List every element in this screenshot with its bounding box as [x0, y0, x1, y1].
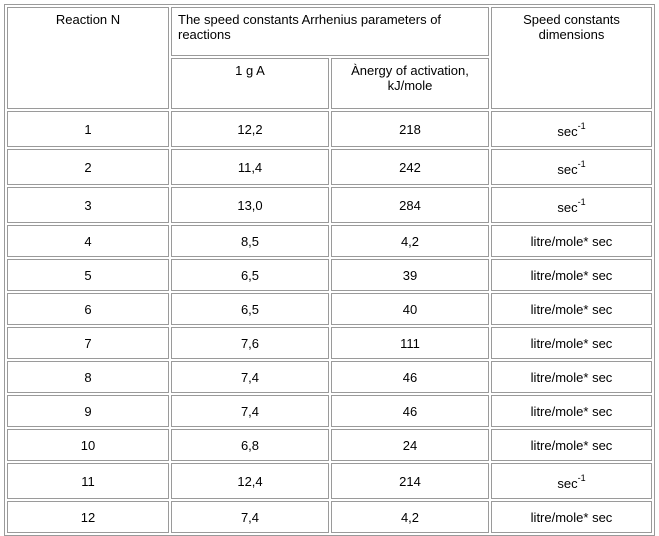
table-row: 7 7,6 111 litre/mole* sec: [7, 327, 652, 359]
lg-a-cell: 7,4: [171, 395, 329, 427]
reaction-number-cell: 2: [7, 149, 169, 185]
table-body: 1 12,2 218 sec-1 2 11,4 242 sec-1 3 13,0 284 sec-1 4…: [7, 111, 652, 533]
unit-exponent: -1: [577, 159, 586, 170]
lg-a-cell: 7,6: [171, 327, 329, 359]
unit-text: litre/mole* sec: [530, 369, 613, 385]
reaction-number-cell: 5: [7, 259, 169, 291]
lg-a-cell: 6,8: [171, 429, 329, 461]
table-row: 2 11,4 242 sec-1: [7, 149, 652, 185]
unit-text: sec: [557, 123, 578, 139]
speed-constant-unit-cell: litre/mole* sec: [491, 225, 652, 257]
unit-text: litre/mole* sec: [530, 335, 613, 351]
activation-energy-cell: 4,2: [331, 501, 489, 533]
header-speed-constant-dimensions: Speed constants dimensions: [491, 7, 652, 109]
table-row: 10 6,8 24 litre/mole* sec: [7, 429, 652, 461]
activation-energy-cell: 24: [331, 429, 489, 461]
unit-text: litre/mole* sec: [530, 509, 613, 525]
unit-exponent: -1: [577, 197, 586, 208]
unit-text: litre/mole* sec: [530, 267, 613, 283]
speed-constant-unit-cell: sec-1: [491, 111, 652, 147]
lg-a-cell: 7,4: [171, 361, 329, 393]
reaction-number-cell: 7: [7, 327, 169, 359]
header-lg-a: 1 g A: [171, 58, 329, 109]
header-activation-energy: Ànergy of activation, kJ/mole: [331, 58, 489, 109]
activation-energy-cell: 46: [331, 361, 489, 393]
lg-a-cell: 12,2: [171, 111, 329, 147]
reaction-number-cell: 4: [7, 225, 169, 257]
activation-energy-cell: 40: [331, 293, 489, 325]
speed-constant-unit-cell: litre/mole* sec: [491, 259, 652, 291]
reaction-number-cell: 10: [7, 429, 169, 461]
speed-constant-unit-cell: litre/mole* sec: [491, 395, 652, 427]
unit-text: sec: [557, 199, 578, 215]
speed-constant-unit-cell: litre/mole* sec: [491, 429, 652, 461]
activation-energy-cell: 46: [331, 395, 489, 427]
activation-energy-cell: 39: [331, 259, 489, 291]
unit-text: sec: [557, 161, 578, 177]
speed-constant-unit-cell: sec-1: [491, 149, 652, 185]
reaction-number-cell: 12: [7, 501, 169, 533]
activation-energy-cell: 111: [331, 327, 489, 359]
lg-a-cell: 8,5: [171, 225, 329, 257]
speed-constant-unit-cell: litre/mole* sec: [491, 327, 652, 359]
table-row: 5 6,5 39 litre/mole* sec: [7, 259, 652, 291]
lg-a-cell: 12,4: [171, 463, 329, 499]
header-arrhenius-parameters: The speed constants Arrhenius parameters…: [171, 7, 489, 56]
activation-energy-cell: 214: [331, 463, 489, 499]
table-row: 8 7,4 46 litre/mole* sec: [7, 361, 652, 393]
unit-text: sec: [557, 475, 578, 491]
header-reaction-number: Reaction N: [7, 7, 169, 109]
unit-text: litre/mole* sec: [530, 437, 613, 453]
speed-constant-unit-cell: sec-1: [491, 463, 652, 499]
lg-a-cell: 7,4: [171, 501, 329, 533]
table-row: 11 12,4 214 sec-1: [7, 463, 652, 499]
unit-exponent: -1: [577, 121, 586, 132]
lg-a-cell: 6,5: [171, 259, 329, 291]
table-row: 12 7,4 4,2 litre/mole* sec: [7, 501, 652, 533]
table-row: 4 8,5 4,2 litre/mole* sec: [7, 225, 652, 257]
table-row: 9 7,4 46 litre/mole* sec: [7, 395, 652, 427]
speed-constant-unit-cell: litre/mole* sec: [491, 501, 652, 533]
table-row: 3 13,0 284 sec-1: [7, 187, 652, 223]
unit-text: litre/mole* sec: [530, 403, 613, 419]
table-header-row: Reaction N The speed constants Arrhenius…: [7, 7, 652, 109]
speed-constant-unit-cell: sec-1: [491, 187, 652, 223]
activation-energy-cell: 218: [331, 111, 489, 147]
lg-a-cell: 11,4: [171, 149, 329, 185]
table-subheader-row: 1 g A Ànergy of activation, kJ/mole: [7, 58, 652, 109]
lg-a-cell: 13,0: [171, 187, 329, 223]
unit-text: litre/mole* sec: [530, 301, 613, 317]
unit-exponent: -1: [577, 473, 586, 484]
reaction-number-cell: 9: [7, 395, 169, 427]
table-row: 1 12,2 218 sec-1: [7, 111, 652, 147]
reaction-number-cell: 6: [7, 293, 169, 325]
table-row: 6 6,5 40 litre/mole* sec: [7, 293, 652, 325]
unit-text: litre/mole* sec: [530, 233, 613, 249]
speed-constant-unit-cell: litre/mole* sec: [491, 293, 652, 325]
reaction-number-cell: 8: [7, 361, 169, 393]
lg-a-cell: 6,5: [171, 293, 329, 325]
activation-energy-cell: 284: [331, 187, 489, 223]
reaction-parameters-table: Reaction N The speed constants Arrhenius…: [4, 4, 655, 536]
reaction-number-cell: 1: [7, 111, 169, 147]
activation-energy-cell: 4,2: [331, 225, 489, 257]
reaction-number-cell: 11: [7, 463, 169, 499]
reaction-number-cell: 3: [7, 187, 169, 223]
speed-constant-unit-cell: litre/mole* sec: [491, 361, 652, 393]
activation-energy-cell: 242: [331, 149, 489, 185]
